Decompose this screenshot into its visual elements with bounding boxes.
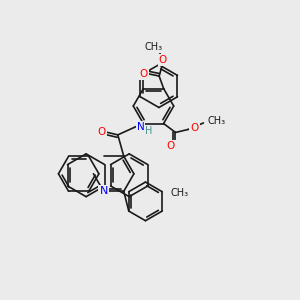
Text: O: O <box>159 55 167 65</box>
Text: O: O <box>140 69 148 79</box>
Text: O: O <box>98 127 106 137</box>
Text: N: N <box>136 122 144 132</box>
Text: CH₃: CH₃ <box>208 116 226 127</box>
Text: CH₃: CH₃ <box>145 42 163 52</box>
Text: CH₃: CH₃ <box>170 188 189 198</box>
Text: H: H <box>145 126 152 136</box>
Text: O: O <box>166 141 175 151</box>
Text: O: O <box>190 123 199 133</box>
Text: N: N <box>99 186 108 196</box>
